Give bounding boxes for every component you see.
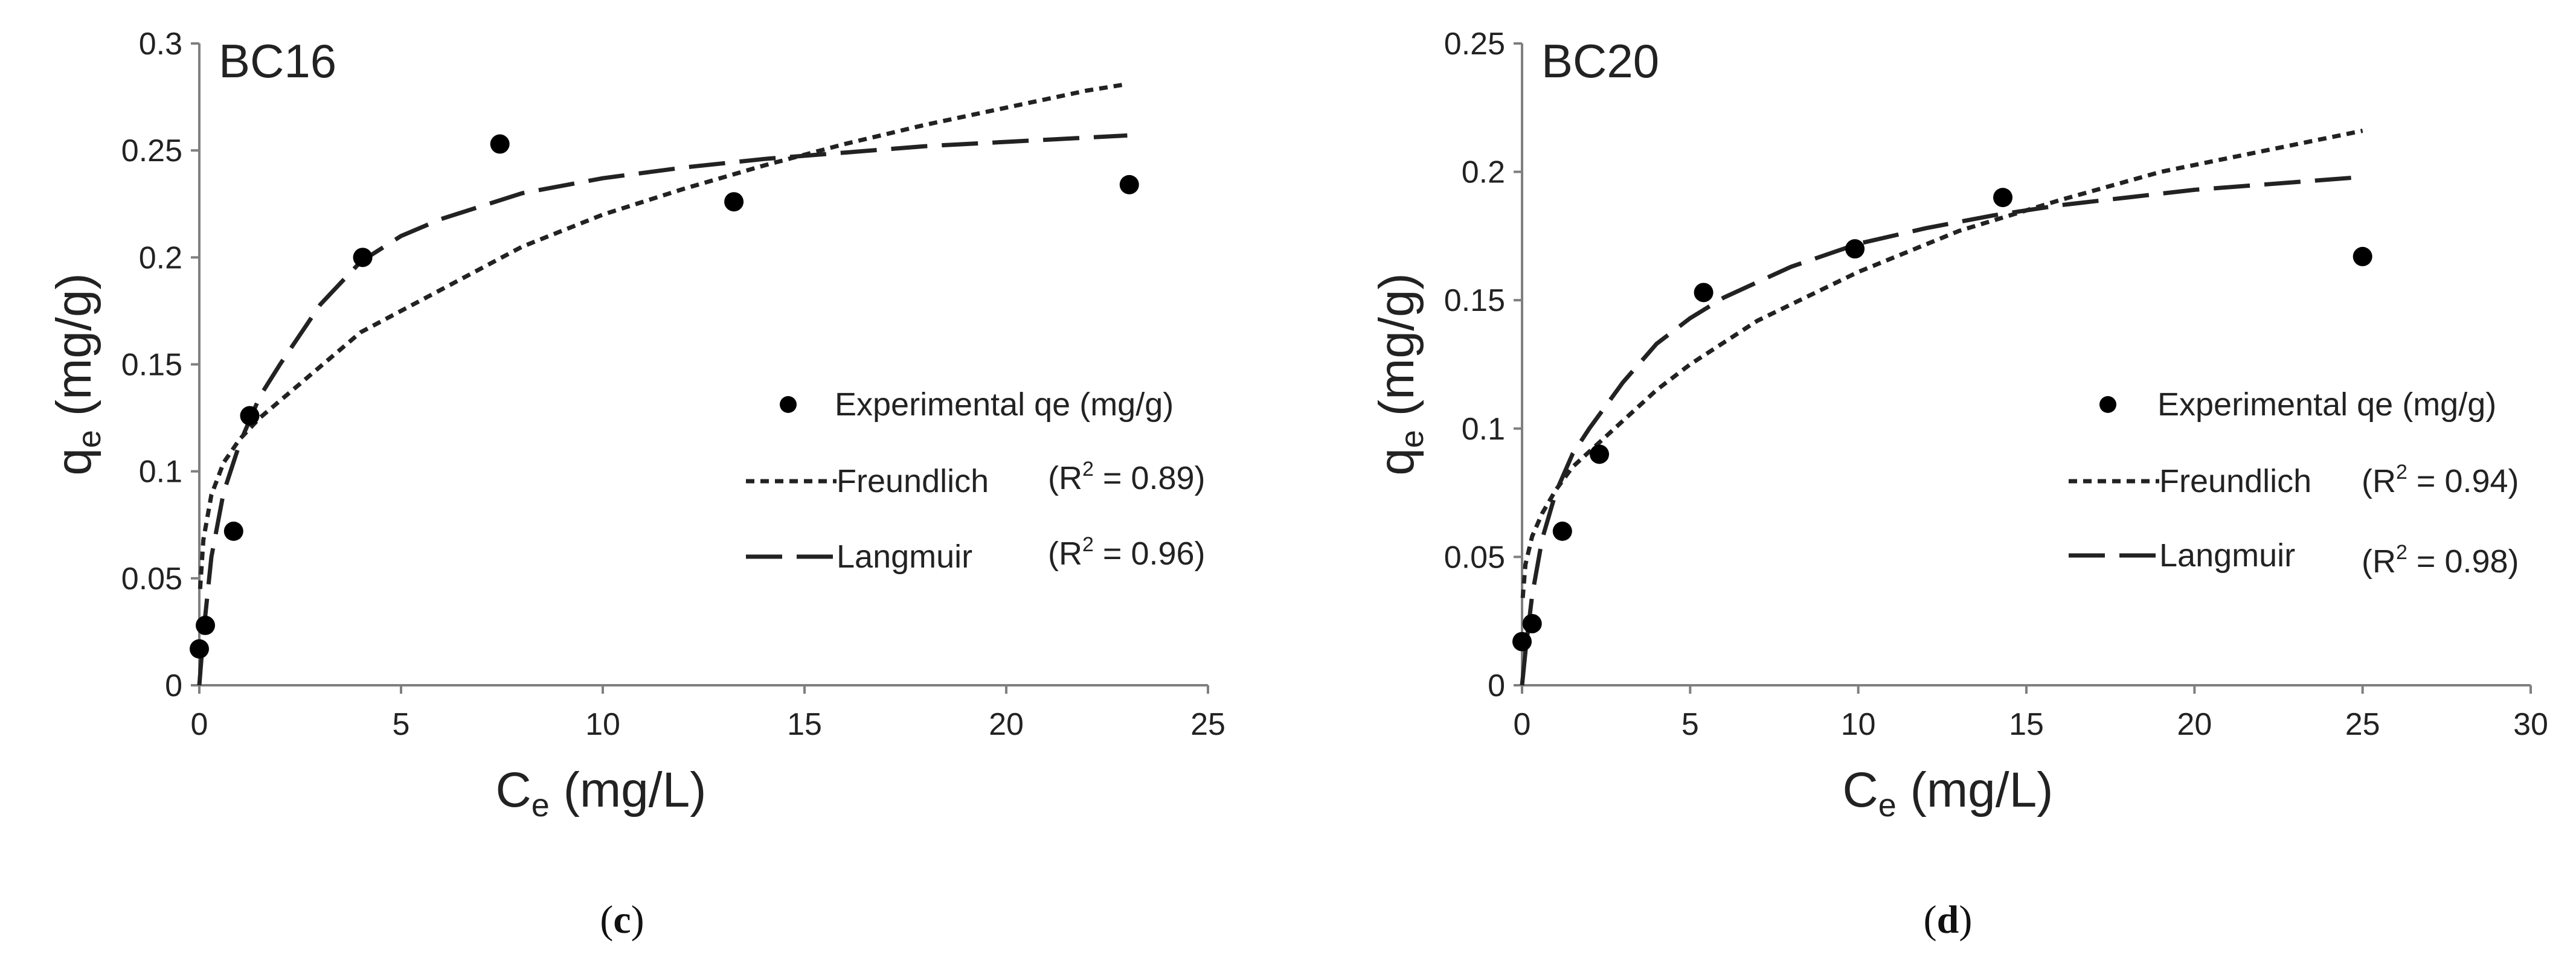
panel-c-data-point [1119, 174, 1139, 194]
panel-d-y-tick-label: 0 [1488, 668, 1505, 703]
panel-d: 0 0.05 0.1 0.15 0.2 0.25 0 5 10 15 20 25 30 BC20 Ce … [1369, 27, 2548, 942]
panel-d-x-tick-label: 10 [1841, 707, 1876, 742]
panel-d-curves [1520, 129, 2363, 686]
panel-d-x-tick-label: 0 [1514, 707, 1531, 742]
panel-c-title: BC16 [219, 34, 336, 88]
panel-c: 0 0.05 0.1 0.15 0.2 0.25 0.3 0 5 10 15 20 25 BC16 Ce… [47, 27, 1225, 942]
panel-d-legend-freundlich-r2: (R2 = 0.94) [2362, 461, 2519, 499]
panel-c-data-point [190, 639, 209, 659]
panel-d-y-tick-label: 0.25 [1444, 27, 1505, 62]
panel-d-x-tick-label: 5 [1681, 707, 1699, 742]
panel-d-y-tick-label: 0.2 [1462, 155, 1505, 190]
panel-d-y-tick-label: 0.15 [1444, 283, 1505, 318]
panel-c-x-tick-label: 0 [191, 707, 208, 742]
panel-d-legend-experimental: Experimental qe (mg/g) [2157, 386, 2496, 423]
panel-c-legend-langmuir-r2: (R2 = 0.96) [1048, 533, 1206, 572]
panel-c-curves [197, 82, 1128, 686]
panel-c-data-point [223, 521, 243, 541]
panel-c-y-tick-label: 0.2 [139, 240, 182, 275]
panel-c-legend-experimental: Experimental qe (mg/g) [835, 386, 1174, 423]
panel-d-axes: 0 0.05 0.1 0.15 0.2 0.25 0 5 10 15 20 25 30 [1444, 27, 2548, 742]
panel-c-y-tick-label: 0.25 [121, 133, 182, 168]
panel-d-x-axis-title: Ce (mg/L) [1843, 763, 2054, 824]
panel-d-langmuir-fit-line [1520, 174, 2363, 686]
panel-c-points [190, 134, 1139, 659]
panel-d-x-tick-label: 15 [2009, 707, 2044, 742]
panel-c-axes: 0 0.05 0.1 0.15 0.2 0.25 0.3 0 5 10 15 20 25 [121, 27, 1225, 742]
panel-c-data-point [196, 615, 216, 635]
panel-d-y-axis-title: qe (mg/g) [1369, 273, 1430, 475]
panel-d-points [1512, 188, 2372, 651]
panel-c-freundlich-fit-line [198, 82, 1128, 589]
panel-c-x-tick-label: 15 [787, 707, 822, 742]
panel-d-legend: Experimental qe (mg/g) Freundlich (R2 = … [2069, 386, 2519, 580]
panel-d-data-point [1512, 632, 1532, 651]
panel-d-data-point [2353, 246, 2372, 266]
panel-d-title: BC20 [1541, 34, 1659, 88]
panel-d-data-point [1522, 613, 1542, 633]
panel-d-data-point [1694, 283, 1714, 302]
panel-c-y-tick-label: 0 [165, 668, 182, 703]
panel-d-legend-langmuir: Langmuir [2159, 537, 2295, 574]
panel-c-caption: (c) [600, 898, 644, 942]
panel-c-x-tick-label: 10 [585, 707, 620, 742]
panel-d-freundlich-fit-line [1520, 129, 2363, 598]
panel-c-legend-langmuir: Langmuir [837, 539, 972, 575]
panel-d-y-tick-label: 0.05 [1444, 540, 1505, 575]
panel-c-langmuir-fit-line [197, 133, 1128, 686]
panel-c-legend: Experimental qe (mg/g) Freundlich (R2 = … [746, 386, 1206, 575]
panel-c-data-point [724, 192, 744, 212]
panel-d-data-point [1993, 188, 2013, 208]
panel-c-y-tick-label: 0.1 [139, 455, 182, 490]
panel-c-y-tick-label: 0.15 [121, 348, 182, 383]
panel-d-legend-langmuir-r2: (R2 = 0.98) [2362, 541, 2519, 580]
panel-d-data-point [1552, 521, 1572, 541]
panel-c-data-point [240, 406, 260, 426]
panel-c-x-tick-label: 25 [1190, 707, 1225, 742]
panel-d-x-tick-label: 20 [2177, 707, 2212, 742]
panel-c-y-tick-label: 0.3 [139, 27, 182, 62]
panel-c-legend-marker-experimental [780, 396, 797, 413]
panel-c-x-axis-title: Ce (mg/L) [496, 763, 707, 824]
panel-c-y-tick-label: 0.05 [121, 561, 182, 597]
panel-c-x-tick-label: 20 [989, 707, 1024, 742]
panel-d-data-point [1590, 444, 1610, 464]
panel-c-data-point [353, 248, 373, 267]
panel-c-data-point [490, 134, 510, 154]
panel-d-y-tick-label: 0.1 [1462, 412, 1505, 447]
panel-c-x-tick-label: 5 [393, 707, 410, 742]
panel-c-legend-freundlich: Freundlich [837, 463, 989, 499]
panel-c-legend-freundlich-r2: (R2 = 0.89) [1048, 458, 1206, 496]
panel-c-y-axis-title: qe (mg/g) [47, 273, 108, 475]
panel-d-x-tick-label: 30 [2513, 707, 2548, 742]
panel-d-legend-marker-experimental [2099, 396, 2116, 413]
panel-d-x-tick-label: 25 [2345, 707, 2380, 742]
panel-d-legend-freundlich: Freundlich [2159, 463, 2311, 499]
panel-d-caption: (d) [1924, 898, 1973, 942]
panel-d-data-point [1845, 239, 1865, 259]
